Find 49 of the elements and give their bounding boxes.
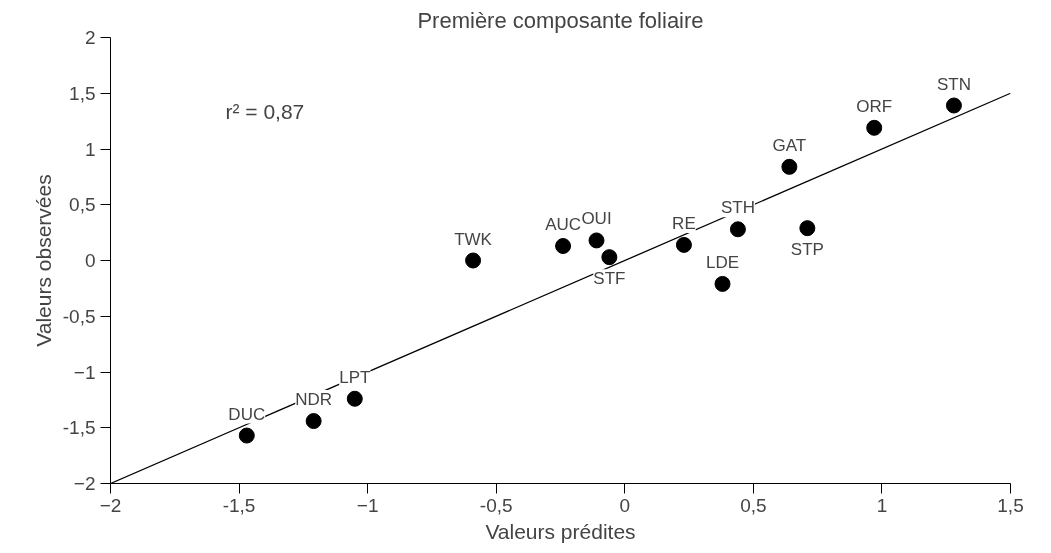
- annotation: LDE: [705, 252, 740, 272]
- y-tick-label: -0,5: [62, 305, 96, 327]
- y-tick-label: -1,5: [62, 417, 96, 439]
- chart-title: Première composante foliaire: [417, 7, 704, 33]
- x-tick-label: −2: [99, 494, 122, 516]
- point: [346, 390, 363, 407]
- x-tick-label: 1: [876, 494, 888, 516]
- point: [555, 238, 572, 254]
- y-tick-label: 2: [84, 27, 96, 48]
- x-tick-label: 1,5: [997, 494, 1024, 516]
- annotation: NDR: [295, 390, 333, 410]
- annotation: DUC: [228, 404, 266, 424]
- point: [238, 427, 255, 444]
- y-tick-label: −2: [73, 473, 96, 494]
- x-tick-label: -1,5: [222, 494, 256, 516]
- point: [601, 249, 618, 266]
- point: [588, 232, 605, 249]
- x-tick-label: 0: [619, 494, 631, 516]
- annotation: OUI: [581, 209, 612, 229]
- point: [945, 97, 962, 114]
- point: [675, 236, 692, 253]
- point: [714, 275, 731, 292]
- annotation: TWK: [454, 229, 493, 249]
- annotation: STP: [790, 240, 824, 260]
- x-tick-label: -0,5: [479, 494, 513, 516]
- annotation: STN: [936, 74, 971, 94]
- annotation: STH: [720, 198, 755, 218]
- y-tick-label: 1,5: [69, 82, 96, 104]
- annotation: STF: [593, 269, 626, 289]
- annotation: ORF: [856, 96, 893, 116]
- x-tick-label: −1: [356, 494, 379, 516]
- point: [799, 220, 816, 237]
- annotation: RE: [672, 213, 696, 233]
- y-tick-label: 0,5: [69, 194, 96, 216]
- point: [465, 252, 482, 269]
- x-tick-label: 0,5: [740, 494, 767, 516]
- y-tick-label: 0: [84, 250, 96, 271]
- point: [781, 158, 798, 175]
- annotation: AUC: [545, 215, 582, 235]
- x-axis-title: Valeurs prédites: [485, 519, 636, 543]
- y-axis-title: Valeurs observées: [31, 174, 55, 347]
- point: [729, 221, 746, 238]
- annotation: GAT: [772, 135, 807, 155]
- point: [305, 413, 322, 430]
- annotation: LPT: [339, 367, 371, 387]
- point: [866, 119, 883, 136]
- y-tick-label: −1: [73, 361, 96, 383]
- annotation: r² = 0,87: [225, 99, 305, 123]
- y-tick-label: 1: [84, 138, 96, 160]
